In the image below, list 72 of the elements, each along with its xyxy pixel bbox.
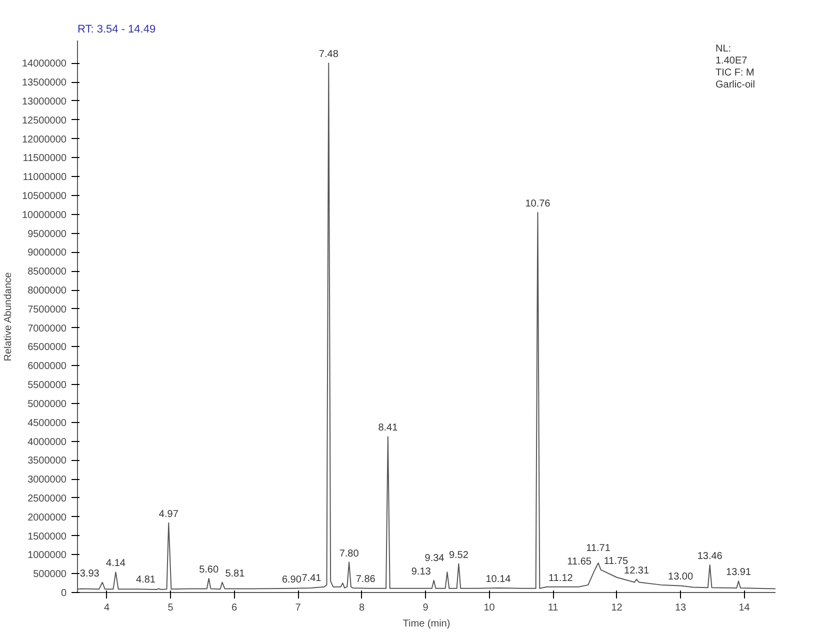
annotation: 5.81: [225, 568, 246, 580]
y-tick-label: 10500000: [22, 191, 67, 202]
annotation: 4.97: [158, 508, 179, 520]
x-tick-label: 8: [359, 602, 366, 614]
y-tick-label: 12500000: [22, 115, 67, 126]
y-tick-label: 9000000: [28, 248, 67, 259]
annotation: 9.52: [448, 550, 469, 561]
y-tick-label: 0: [60, 588, 67, 599]
x-tick-label: 14: [738, 602, 750, 614]
y-tick-label: 1000000: [28, 550, 67, 562]
y-tick-label: 10000000: [22, 210, 67, 221]
annotation: 7.41: [302, 572, 322, 584]
y-tick-label: 1500000: [28, 531, 67, 542]
y-tick-label: 2000000: [28, 512, 67, 524]
y-tick-label: 4000000: [28, 436, 67, 448]
annotation: 8.41: [378, 422, 398, 434]
annotation: 9.34: [424, 553, 445, 564]
y-tick-label: 7500000: [28, 304, 67, 316]
x-tick-label: 4: [104, 602, 110, 614]
annotation: 11.71: [586, 543, 611, 554]
x-tick-label: 5: [168, 602, 174, 614]
y-tick-label: 12000000: [22, 134, 67, 146]
y-tick-label: 11500000: [22, 153, 67, 164]
annotation: 3.93: [80, 568, 100, 580]
x-tick-label: 7: [295, 602, 302, 614]
annotation: 11.12: [548, 572, 574, 584]
annotation: 13.46: [697, 550, 723, 562]
x-tick-label: 6: [232, 602, 238, 614]
y-tick-label: 3000000: [28, 474, 67, 486]
annotation: 7.48: [318, 49, 339, 60]
y-tick-label: 14000000: [22, 58, 67, 70]
x-tick-label: 9: [422, 602, 429, 614]
x-axis-title: Time (min): [402, 618, 450, 630]
text: RT: 3.54 - 14.49: [78, 24, 156, 36]
y-tick-label: 8500000: [28, 266, 67, 278]
y-tick-label: 2500000: [28, 493, 67, 504]
annotation: 9.13: [411, 566, 432, 578]
y-tick-label: 6500000: [28, 342, 67, 354]
annotation: 4.81: [136, 574, 156, 586]
annotation: 5.60: [199, 564, 219, 576]
y-tick-label: 7000000: [28, 323, 67, 334]
annotation: 7.86: [356, 574, 376, 585]
y-tick-label: 8000000: [28, 286, 67, 297]
y-tick-label: 500000: [33, 569, 67, 580]
x-tick-label: 10: [484, 602, 496, 614]
y-tick-label: 4500000: [28, 418, 67, 429]
annotation: Garlic-oil: [716, 80, 755, 90]
y-tick-label: 13500000: [22, 78, 67, 89]
y-tick-label: 5000000: [28, 398, 67, 410]
annotation: 13.00: [668, 572, 694, 583]
annotation: 7.80: [339, 548, 360, 560]
y-tick-label: 3500000: [28, 456, 67, 467]
annotation: NL:: [716, 44, 732, 54]
x-tick-label: 12: [611, 602, 623, 614]
y-tick-label: 5500000: [28, 380, 67, 392]
annotation: 11.65: [567, 556, 592, 568]
annotation: 12.31: [624, 565, 650, 576]
annotation: 10.14: [486, 574, 512, 585]
x-tick-label: 11: [548, 602, 559, 614]
annotation: 1.40E7: [716, 56, 748, 66]
y-tick-label: 13000000: [22, 96, 67, 108]
annotation: 10.76: [525, 198, 551, 210]
y-tick-label: 11000000: [22, 172, 67, 184]
y-tick-label: 9500000: [28, 228, 67, 240]
annotation: 13.91: [726, 567, 752, 578]
annotation: 6.90: [282, 574, 302, 586]
y-tick-label: 6000000: [28, 361, 67, 372]
x-tick-label: 13: [674, 602, 687, 614]
y-axis-title: Relative Abundance: [3, 272, 14, 362]
annotation: TIC F: M: [716, 68, 754, 78]
annotation: 11.75: [604, 556, 629, 567]
annotation: 4.14: [106, 558, 126, 570]
